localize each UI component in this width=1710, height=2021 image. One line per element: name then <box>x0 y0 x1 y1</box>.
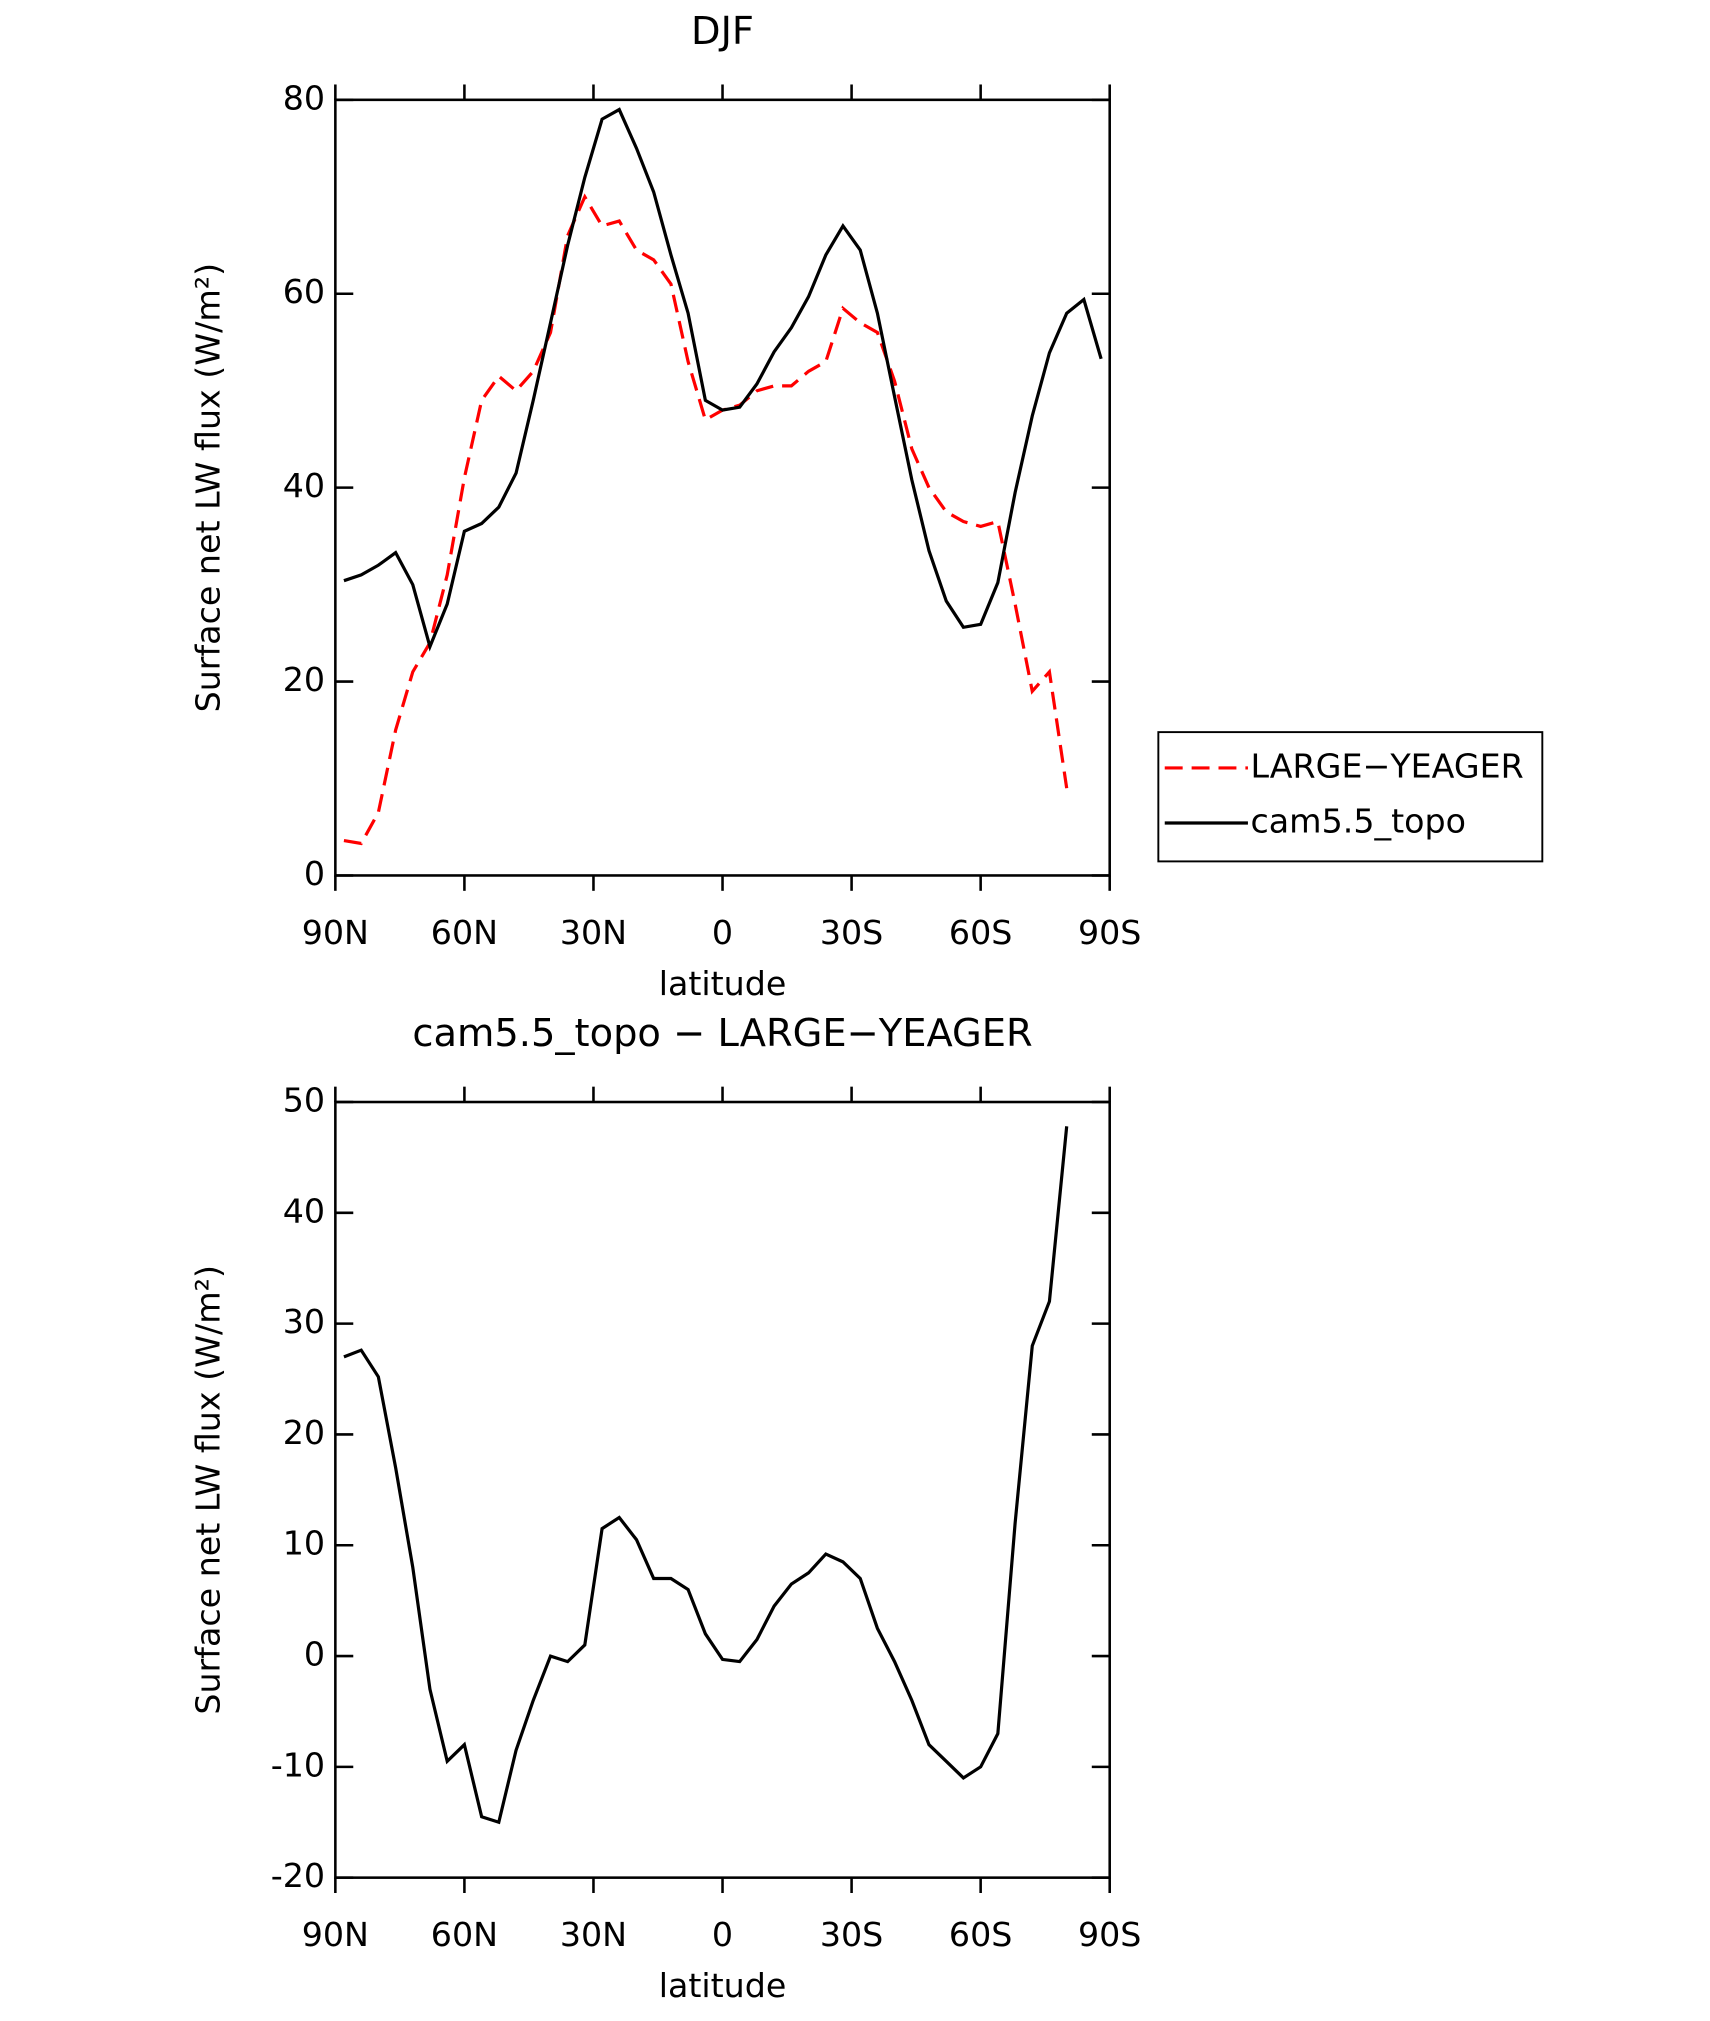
y-tick-label: 50 <box>283 1081 325 1120</box>
chart-title: DJF <box>691 9 754 54</box>
x-tick-label: 60N <box>431 913 498 952</box>
y-tick-label: 60 <box>283 272 325 311</box>
x-tick-label: 90S <box>1078 1915 1141 1954</box>
y-tick-label: 40 <box>283 466 325 505</box>
x-tick-label: 0 <box>712 913 733 952</box>
legend-label: LARGE−YEAGER <box>1250 746 1523 785</box>
y-tick-label: 0 <box>304 854 325 893</box>
x-tick-label: 0 <box>712 1915 733 1954</box>
y-tick-label: 20 <box>283 1413 325 1452</box>
x-axis-label: latitude <box>659 1966 787 2005</box>
chart-title: cam5.5_topo − LARGE−YEAGER <box>412 1011 1032 1056</box>
x-tick-label: 30S <box>820 1915 883 1954</box>
y-tick-label: -10 <box>271 1745 325 1784</box>
y-axis-label: Surface net LW flux (W/m²) <box>188 263 227 713</box>
y-tick-label: -20 <box>271 1856 325 1895</box>
x-tick-label: 30N <box>560 1915 627 1954</box>
x-tick-label: 90S <box>1078 913 1141 952</box>
plot-frame <box>334 1100 1111 1879</box>
legend-box <box>1157 731 1544 863</box>
legend-label: cam5.5_topo <box>1250 801 1465 840</box>
series-line <box>343 1126 1069 1825</box>
y-tick-label: 40 <box>283 1191 325 1230</box>
x-tick-label: 30N <box>560 913 627 952</box>
x-tick-label: 60S <box>949 913 1012 952</box>
y-axis-label: Surface net LW flux (W/m²) <box>188 1265 227 1715</box>
x-axis-label: latitude <box>659 964 787 1003</box>
y-tick-label: 10 <box>283 1524 325 1563</box>
x-tick-label: 60S <box>949 1915 1012 1954</box>
y-tick-label: 30 <box>283 1302 325 1341</box>
series-line <box>343 193 1069 846</box>
y-tick-label: 0 <box>304 1635 325 1674</box>
x-tick-label: 30S <box>820 913 883 952</box>
x-tick-label: 90N <box>302 913 369 952</box>
y-tick-label: 20 <box>283 660 325 699</box>
y-tick-label: 80 <box>283 78 325 117</box>
series-line <box>343 107 1103 652</box>
x-tick-label: 90N <box>302 1915 369 1954</box>
x-tick-label: 60N <box>431 1915 498 1954</box>
plot-frame <box>334 98 1111 877</box>
